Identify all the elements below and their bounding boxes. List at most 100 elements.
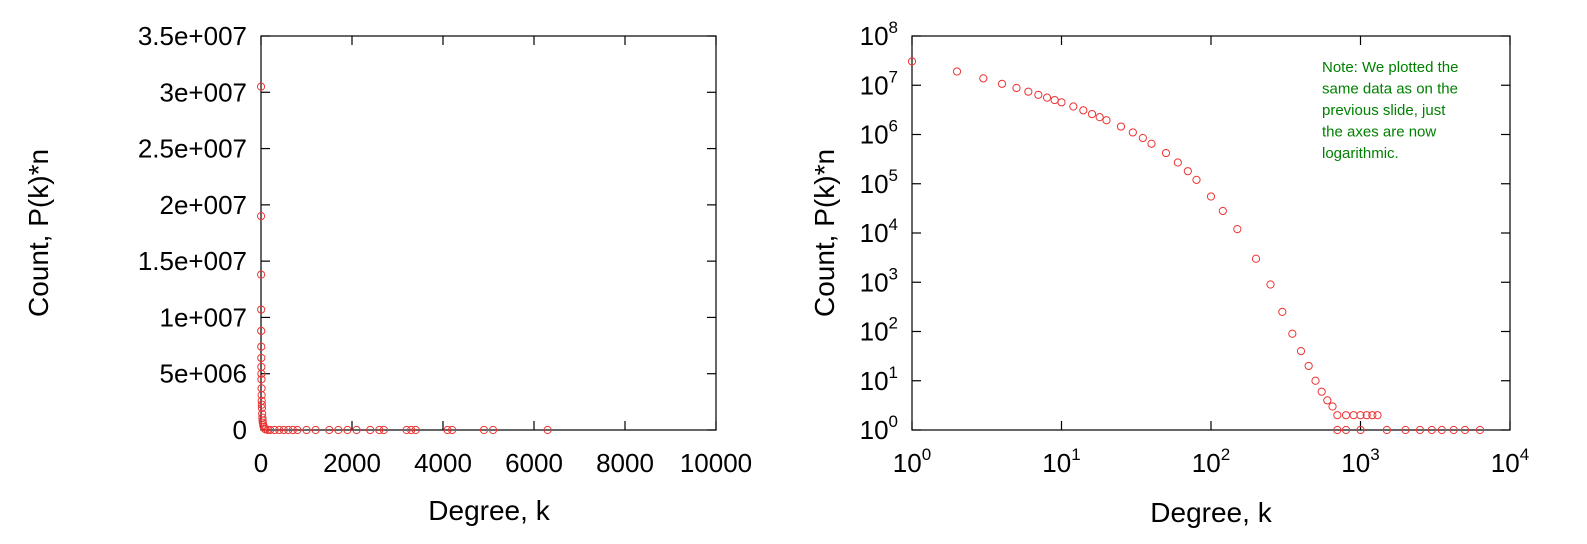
data-point — [1475, 425, 1485, 435]
y-axis-title: Count, P(k)*n — [23, 149, 54, 317]
data-point — [1317, 387, 1326, 396]
data-point — [1460, 425, 1470, 435]
x-tick-label: 8000 — [596, 448, 654, 478]
data-point — [1368, 411, 1377, 420]
data-point — [1042, 93, 1052, 102]
data-point — [1079, 106, 1088, 115]
data-point — [257, 400, 266, 409]
data-point — [402, 425, 411, 435]
data-point — [1218, 206, 1227, 216]
data-point — [1304, 361, 1313, 371]
data-point — [1192, 175, 1201, 184]
data-point — [257, 403, 267, 413]
y-tick-label: 104 — [860, 215, 898, 248]
data-point — [1356, 425, 1365, 435]
y-tick-label: 0 — [233, 415, 247, 445]
data-point — [1206, 192, 1216, 201]
y-tick-labels: 100 101 102 103 104 105 106 107 108 — [860, 18, 898, 445]
data-point — [288, 425, 297, 435]
data-point — [270, 425, 279, 435]
y-tick-label: 2.5e+007 — [138, 134, 247, 164]
data-point — [411, 425, 420, 435]
data-point — [257, 369, 266, 378]
data-point — [1173, 158, 1182, 167]
data-point — [366, 425, 375, 435]
data-points — [907, 57, 1485, 435]
annotation-line: Note: We plotted the — [1322, 59, 1458, 76]
annotation-line: previous slide, just — [1322, 102, 1446, 119]
data-point — [302, 425, 311, 435]
data-point — [293, 425, 302, 435]
data-point — [1233, 225, 1242, 234]
data-point — [257, 391, 266, 400]
x-tick-label: 104 — [1491, 445, 1529, 478]
y-tick-label: 1.5e+007 — [138, 246, 247, 276]
data-point — [266, 425, 275, 435]
data-point — [1362, 411, 1371, 420]
data-point — [1323, 396, 1332, 405]
data-point — [352, 425, 361, 435]
y-tick-label: 2e+007 — [160, 190, 247, 220]
data-point — [256, 82, 266, 91]
data-point — [1341, 411, 1351, 420]
data-point — [257, 342, 266, 351]
y-tick-label: 102 — [860, 314, 898, 347]
data-point — [256, 212, 266, 221]
annotation-background — [1316, 54, 1496, 170]
data-point — [1328, 402, 1337, 411]
data-point — [907, 57, 917, 66]
data-point — [375, 425, 384, 435]
data-point — [1102, 116, 1111, 125]
data-point — [479, 425, 489, 435]
data-point — [1373, 411, 1382, 420]
data-point — [257, 305, 266, 314]
x-tick-label: 102 — [1192, 445, 1230, 478]
data-point — [1415, 425, 1425, 435]
x-tick-label: 103 — [1341, 445, 1379, 478]
data-point — [1138, 133, 1147, 143]
y-tick-label: 3.5e+007 — [138, 21, 247, 51]
data-point — [1427, 425, 1436, 435]
linear-scatter-plot: 0 2000 4000 6000 8000 10000 0 5e+006 1e+007 1.5e… — [23, 21, 752, 526]
y-tick-label: 105 — [860, 166, 898, 199]
x-tick-label: 101 — [1042, 445, 1080, 478]
axis-ticks — [260, 35, 717, 431]
x-tick-label: 2000 — [323, 448, 381, 478]
data-point — [1024, 87, 1033, 96]
data-point — [1311, 376, 1320, 385]
data-point — [311, 425, 320, 435]
data-point — [1128, 128, 1137, 137]
annotation-line: same data as on the — [1322, 81, 1458, 98]
x-tick-labels: 0 2000 4000 6000 8000 10000 — [254, 448, 752, 478]
data-point — [257, 375, 266, 384]
data-point — [257, 326, 266, 336]
axis-ticks — [911, 35, 1511, 431]
annotation-line: the axes are now — [1322, 124, 1436, 141]
data-point — [1333, 411, 1342, 420]
data-point — [997, 79, 1007, 88]
y-tick-label: 1e+007 — [160, 302, 247, 332]
y-tick-label: 106 — [860, 117, 898, 150]
data-point — [1034, 90, 1043, 99]
data-point — [1183, 167, 1192, 176]
x-tick-labels: 100 101 102 103 104 — [893, 445, 1529, 478]
y-tick-label: 108 — [860, 18, 898, 51]
data-point — [1266, 280, 1275, 289]
data-point — [1087, 109, 1097, 119]
y-tick-labels: 0 5e+006 1e+007 1.5e+007 2e+007 2.5e+007 3e+00… — [138, 21, 247, 445]
data-point — [1341, 425, 1351, 435]
data-points — [256, 82, 552, 435]
data-point — [284, 425, 293, 435]
x-tick-label: 10000 — [680, 448, 752, 478]
x-axis-title: Degree, k — [428, 495, 550, 526]
x-tick-label: 0 — [254, 448, 268, 478]
data-point — [334, 425, 343, 435]
data-point — [1401, 425, 1410, 435]
y-tick-label: 101 — [860, 363, 898, 396]
data-point — [379, 425, 388, 435]
x-tick-label: 4000 — [414, 448, 472, 478]
data-point — [1349, 411, 1358, 420]
data-point — [258, 413, 267, 422]
data-point — [343, 425, 352, 435]
